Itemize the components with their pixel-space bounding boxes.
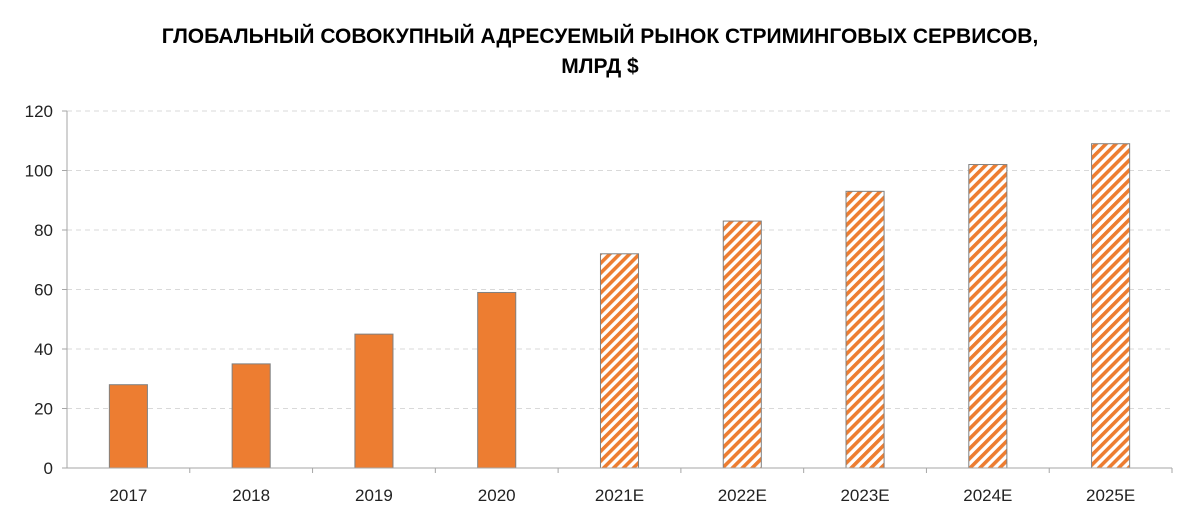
x-tick-label-2023E: 2023E xyxy=(840,486,889,505)
bar-2023E xyxy=(845,190,885,469)
bar-2025E xyxy=(1091,143,1131,469)
bar-2018 xyxy=(231,363,271,469)
x-tick-label-2021E: 2021E xyxy=(595,486,644,505)
bar-2024E xyxy=(968,164,1008,469)
chart-title-line-1: ГЛОБАЛЬНЫЙ СОВОКУПНЫЙ АДРЕСУЕМЫЙ РЫНОК С… xyxy=(161,25,1039,48)
x-tick-label-2019: 2019 xyxy=(355,486,393,505)
x-tick-label-2018: 2018 xyxy=(232,486,270,505)
x-tick-label-2024E: 2024E xyxy=(963,486,1012,505)
bar-2022E xyxy=(722,220,762,469)
chart-title-line-2: МЛРД $ xyxy=(561,55,639,78)
y-tick-label: 0 xyxy=(44,459,53,478)
x-tick-label-2025E: 2025E xyxy=(1086,486,1135,505)
y-tick-label: 80 xyxy=(34,221,53,240)
bar-2020 xyxy=(477,291,517,469)
x-tick-label-2020: 2020 xyxy=(478,486,516,505)
y-tick-label: 40 xyxy=(34,340,53,359)
x-tick-label-2017: 2017 xyxy=(109,486,147,505)
bar-2021E xyxy=(599,253,640,469)
y-tick-label: 20 xyxy=(34,400,53,419)
y-tick-label: 100 xyxy=(25,162,53,181)
bar-2019 xyxy=(354,333,394,469)
x-tick-label-2022E: 2022E xyxy=(718,486,767,505)
y-tick-label: 120 xyxy=(25,102,53,121)
y-tick-label: 60 xyxy=(34,281,53,300)
bar-2017 xyxy=(108,384,148,469)
chart-title: ГЛОБАЛЬНЫЙ СОВОКУПНЫЙ АДРЕСУЕМЫЙ РЫНОК С… xyxy=(0,22,1200,82)
